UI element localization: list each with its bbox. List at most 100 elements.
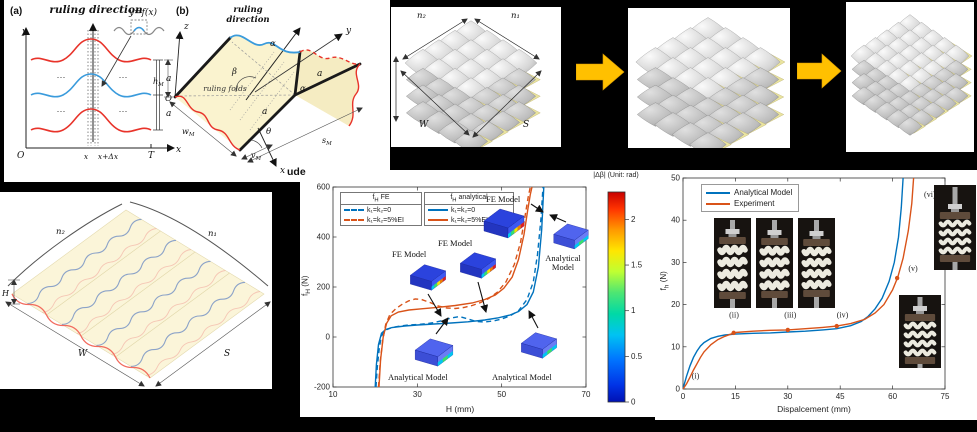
a-T-label: T <box>148 151 155 161</box>
a-origin: O <box>17 151 25 161</box>
right-xlabel: Dispalcement (mm) <box>777 404 851 414</box>
svg-text:10: 10 <box>671 342 680 351</box>
b-red-dashed-wave <box>299 49 361 65</box>
fe-model-inset-3 <box>409 264 447 291</box>
svg-text:0: 0 <box>326 333 331 342</box>
specimen-photo-iii <box>756 218 793 308</box>
legend-row: k₁=k₂=0 <box>425 205 513 215</box>
b-theta: θ <box>266 127 271 137</box>
b-x-label: x <box>280 166 285 176</box>
a-x-mark: x <box>84 152 89 161</box>
series-1 <box>377 186 531 388</box>
sheet-brace-n1 <box>129 201 269 287</box>
sheet-S: S <box>224 349 230 359</box>
lattice1-n2: n₂ <box>417 11 426 21</box>
sheet-H: H <box>1 289 10 298</box>
annotation-arrow <box>435 317 449 335</box>
process-arrow-1-icon <box>576 53 625 91</box>
b-sM: sM <box>322 136 332 147</box>
b-z-label: z <box>183 22 189 32</box>
annotation-fe-model-1: FE Model <box>486 194 521 204</box>
lattice1-dimension-lines <box>393 18 542 138</box>
lattice1-S: S <box>523 120 529 130</box>
legend-row: k₁=k₂=5%EI <box>341 215 421 225</box>
annotation-arrow <box>477 281 489 313</box>
analytical-model-inset-br <box>520 332 558 359</box>
svg-text:⋯: ⋯ <box>119 106 128 116</box>
a-curve-red-top <box>30 38 152 63</box>
svg-text:10: 10 <box>329 390 338 399</box>
legend-row: k₁=k₂=5%EI <box>425 215 513 225</box>
b-hM: hM <box>153 77 164 88</box>
right-ylabel: fh (N) <box>658 271 671 291</box>
a-dim-a-lower: a <box>166 109 171 119</box>
experiment-marker <box>894 275 900 281</box>
annotation-arrow <box>528 310 539 329</box>
b-wM: wM <box>182 127 195 138</box>
svg-text:45: 45 <box>836 392 845 401</box>
schematic-panel-ab: (a) ruling direction y O x T x x+Δx <box>4 0 390 182</box>
b-blue-wave <box>229 34 301 54</box>
panel-b-tag: (b) <box>176 6 189 17</box>
stage-label: (iv) <box>837 310 849 319</box>
mid-xlabel: H (mm) <box>445 404 475 414</box>
b-y-label: y <box>345 26 352 36</box>
specimen-photo-ii <box>714 218 751 308</box>
experiment-marker <box>731 330 736 336</box>
sheet-n1: n₁ <box>208 229 217 239</box>
a-dim-a-upper: a <box>166 74 171 84</box>
specimen-photo-v <box>899 295 941 368</box>
colorbar-tick: 2 <box>631 215 636 224</box>
b-ruling-folds: ruling folds <box>203 84 247 93</box>
mid-legend-fe: fH FE k₁=k₂=0 k₁=k₂=5%EI <box>340 192 422 227</box>
stage-label: (i) <box>692 371 700 380</box>
b-a-front: a <box>262 107 267 117</box>
series-0 <box>682 177 904 390</box>
sheet-dim-lines <box>5 279 271 387</box>
colorbar-tick: 1.5 <box>631 261 643 270</box>
svg-text:0: 0 <box>676 385 681 394</box>
a-curve-blue-mid <box>30 73 152 98</box>
a-curve-red-bottom <box>30 108 152 133</box>
annotation-arrow <box>549 214 567 223</box>
svg-text:600: 600 <box>317 183 331 192</box>
annotation-arrow <box>530 203 544 213</box>
colorbar-tick: 1 <box>631 306 636 315</box>
panel-a-title: ruling direction <box>49 4 142 16</box>
annotation-arrow <box>427 293 442 317</box>
svg-text:⋯: ⋯ <box>57 72 66 82</box>
stage-label: (v) <box>908 264 918 273</box>
svg-text:400: 400 <box>317 233 331 242</box>
analytical-model-inset-bl <box>414 338 454 367</box>
b-alpha-top: α <box>270 39 276 49</box>
svg-text:0: 0 <box>681 392 686 401</box>
experiment-marker <box>834 323 839 329</box>
svg-text:40: 40 <box>671 216 680 225</box>
svg-text:50: 50 <box>497 390 506 399</box>
colorbar-tick: 0.5 <box>631 352 643 361</box>
b-origin: O <box>165 94 172 104</box>
lattice1-n1: n₁ <box>511 11 520 21</box>
b-dim-lines <box>164 59 363 163</box>
svg-text:⋯: ⋯ <box>57 106 66 116</box>
lattice-drawing-3 <box>850 14 973 136</box>
svg-text:50: 50 <box>671 174 680 183</box>
schematic-ab-drawing: (a) ruling direction y O x T x x+Δx <box>10 4 363 176</box>
svg-text:⋯: ⋯ <box>119 72 128 82</box>
svg-text:-200: -200 <box>314 383 331 392</box>
sheet-W: W <box>78 349 88 359</box>
b-ruling-direction-arrow <box>245 27 301 101</box>
corrugated-sheet-drawing: n₂ n₁ H W S <box>1 201 271 387</box>
stage-label: (vi) <box>924 190 936 199</box>
a-x-label: x <box>176 145 181 155</box>
svg-text:30: 30 <box>671 258 680 267</box>
b-title2: direction <box>226 15 269 25</box>
mid-legend-fe-header: fH FE <box>341 193 421 206</box>
a-inset-pointer <box>101 35 132 87</box>
force-displacement-chart-panel: 0 15 30 45 60 75 0 10 20 30 40 50 (i) (ii) (iii) (iv) (v… <box>655 170 977 420</box>
corrugated-sheet-panel: n₂ n₁ H W S <box>0 192 272 389</box>
lattice-drawing-2 <box>635 17 786 148</box>
analytical-model-inset-right <box>553 223 589 250</box>
fe-model-inset-2 <box>459 252 497 279</box>
